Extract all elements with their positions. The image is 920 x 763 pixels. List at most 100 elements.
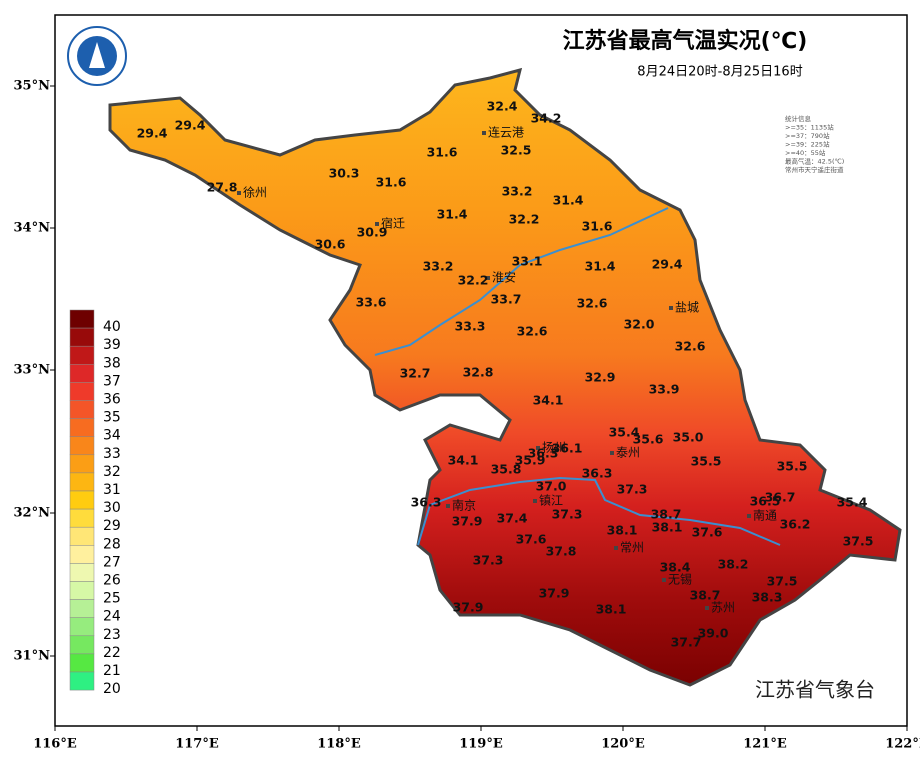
station-value: 32.6	[675, 339, 706, 354]
station-value: 27.8	[207, 180, 238, 195]
city-marker	[614, 546, 618, 550]
city-marker	[747, 514, 751, 518]
station-value: 31.6	[376, 175, 407, 190]
station-value: 32.5	[501, 143, 532, 158]
legend-swatch	[69, 671, 95, 691]
legend-swatch	[69, 545, 95, 564]
lon-label: 118°E	[317, 737, 361, 752]
stat-line: >=40：55站	[785, 148, 826, 157]
legend-swatch	[69, 327, 95, 347]
station-value: 36.2	[780, 517, 811, 532]
station-value: 35.8	[491, 462, 522, 477]
station-value: 33.6	[356, 295, 387, 310]
station-value: 37.3	[617, 482, 648, 497]
city-name: 徐州	[243, 185, 267, 200]
city-marker	[536, 446, 540, 450]
station-value: 37.9	[452, 514, 483, 529]
city-name: 无锡	[668, 572, 692, 587]
city-name: 扬州	[542, 440, 566, 455]
station-value: 37.0	[536, 479, 567, 494]
stat-line: 统计信息	[785, 114, 812, 123]
legend-label: 35	[103, 410, 121, 426]
station-value: 29.4	[137, 126, 168, 141]
agency-footer: 江苏省气象台	[755, 678, 875, 702]
city-marker	[375, 222, 379, 226]
station-value: 36.3	[411, 495, 442, 510]
station-value: 32.9	[585, 370, 616, 385]
station-value: 35.0	[673, 430, 704, 445]
station-value: 36.3	[582, 466, 613, 481]
logo	[67, 26, 127, 86]
legend-swatch	[69, 653, 95, 673]
city-name: 镇江	[539, 494, 563, 508]
city-marker	[446, 504, 450, 508]
station-value: 38.1	[652, 520, 683, 535]
legend-swatch	[69, 581, 95, 600]
legend-label: 39	[103, 337, 121, 353]
station-value: 36.1	[552, 441, 583, 456]
station-value: 35.4	[609, 425, 640, 440]
stat-line: 常州市天宁遥庄街道	[785, 165, 844, 174]
lat-label: 33°N	[14, 363, 51, 378]
legend-label: 28	[103, 536, 121, 552]
lon-label: 120°E	[601, 737, 645, 752]
legend-label: 37	[103, 373, 121, 389]
city-marker	[482, 131, 486, 135]
province-shape	[108, 67, 902, 687]
legend-label: 32	[103, 464, 121, 480]
stat-line: >=39：225站	[785, 140, 830, 149]
legend-label: 21	[103, 663, 121, 679]
legend-label: 36	[103, 392, 121, 408]
legend-label: 29	[103, 518, 121, 534]
station-value: 38.4	[660, 560, 691, 575]
station-value: 37.4	[497, 511, 528, 526]
station-value: 37.5	[767, 574, 798, 589]
station-value: 35.9	[515, 453, 546, 468]
station-value: 38.7	[690, 588, 721, 603]
lat-label: 31°N	[14, 649, 51, 664]
legend-label: 22	[103, 645, 121, 661]
station-value: 31.6	[582, 219, 613, 234]
station-value: 37.3	[552, 507, 583, 522]
station-value: 32.6	[577, 296, 608, 311]
legend-swatch	[69, 436, 95, 456]
city-marker	[705, 606, 709, 610]
station-value: 33.9	[649, 382, 680, 397]
station-value: 34.1	[533, 393, 564, 408]
legend-label: 24	[103, 609, 121, 625]
station-value: 35.4	[837, 495, 868, 510]
legend-label: 33	[103, 446, 121, 462]
station-value: 35.5	[777, 459, 808, 474]
city-marker	[533, 499, 537, 503]
title: 江苏省最高气温实况(℃)	[563, 28, 808, 54]
legend-swatch	[69, 364, 95, 383]
subtitle: 8月24日20时-8月25日16时	[637, 65, 802, 80]
legend-swatch	[69, 508, 95, 528]
station-value: 33.3	[455, 319, 486, 334]
legend-label: 25	[103, 591, 121, 607]
city-name: 宿迁	[381, 216, 405, 231]
lon-label: 121°E	[743, 737, 787, 752]
city-marker	[669, 306, 673, 310]
station-value: 38.3	[752, 590, 783, 605]
legend-swatch	[69, 563, 95, 582]
station-value: 37.9	[539, 586, 570, 601]
legend-label: 30	[103, 500, 121, 516]
legend-label: 38	[103, 355, 121, 371]
river	[417, 476, 781, 546]
city-name: 连云港	[488, 125, 524, 140]
lon-label: 119°E	[459, 737, 503, 752]
station-value: 30.6	[315, 237, 346, 252]
station-value: 34.2	[531, 111, 562, 126]
legend-swatch	[69, 617, 95, 637]
legend-label: 26	[103, 573, 121, 589]
station-value: 32.7	[400, 366, 431, 381]
legend-label: 40	[103, 319, 121, 335]
city-name: 淮安	[492, 270, 516, 285]
station-value: 37.7	[671, 635, 702, 650]
station-value: 31.4	[553, 193, 584, 208]
station-value: 33.1	[512, 254, 543, 269]
city-marker	[486, 276, 490, 280]
legend-swatch	[69, 490, 95, 510]
lat-label: 34°N	[14, 221, 51, 236]
